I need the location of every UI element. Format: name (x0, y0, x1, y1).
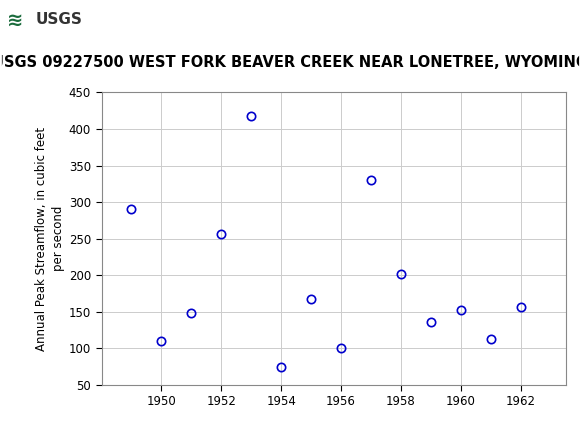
Y-axis label: Annual Peak Streamflow, in cubic feet
per second: Annual Peak Streamflow, in cubic feet pe… (35, 126, 64, 351)
Text: USGS 09227500 WEST FORK BEAVER CREEK NEAR LONETREE, WYOMING: USGS 09227500 WEST FORK BEAVER CREEK NEA… (0, 55, 580, 70)
Text: ≋: ≋ (7, 10, 23, 29)
FancyBboxPatch shape (3, 3, 70, 37)
Text: USGS: USGS (36, 12, 83, 27)
